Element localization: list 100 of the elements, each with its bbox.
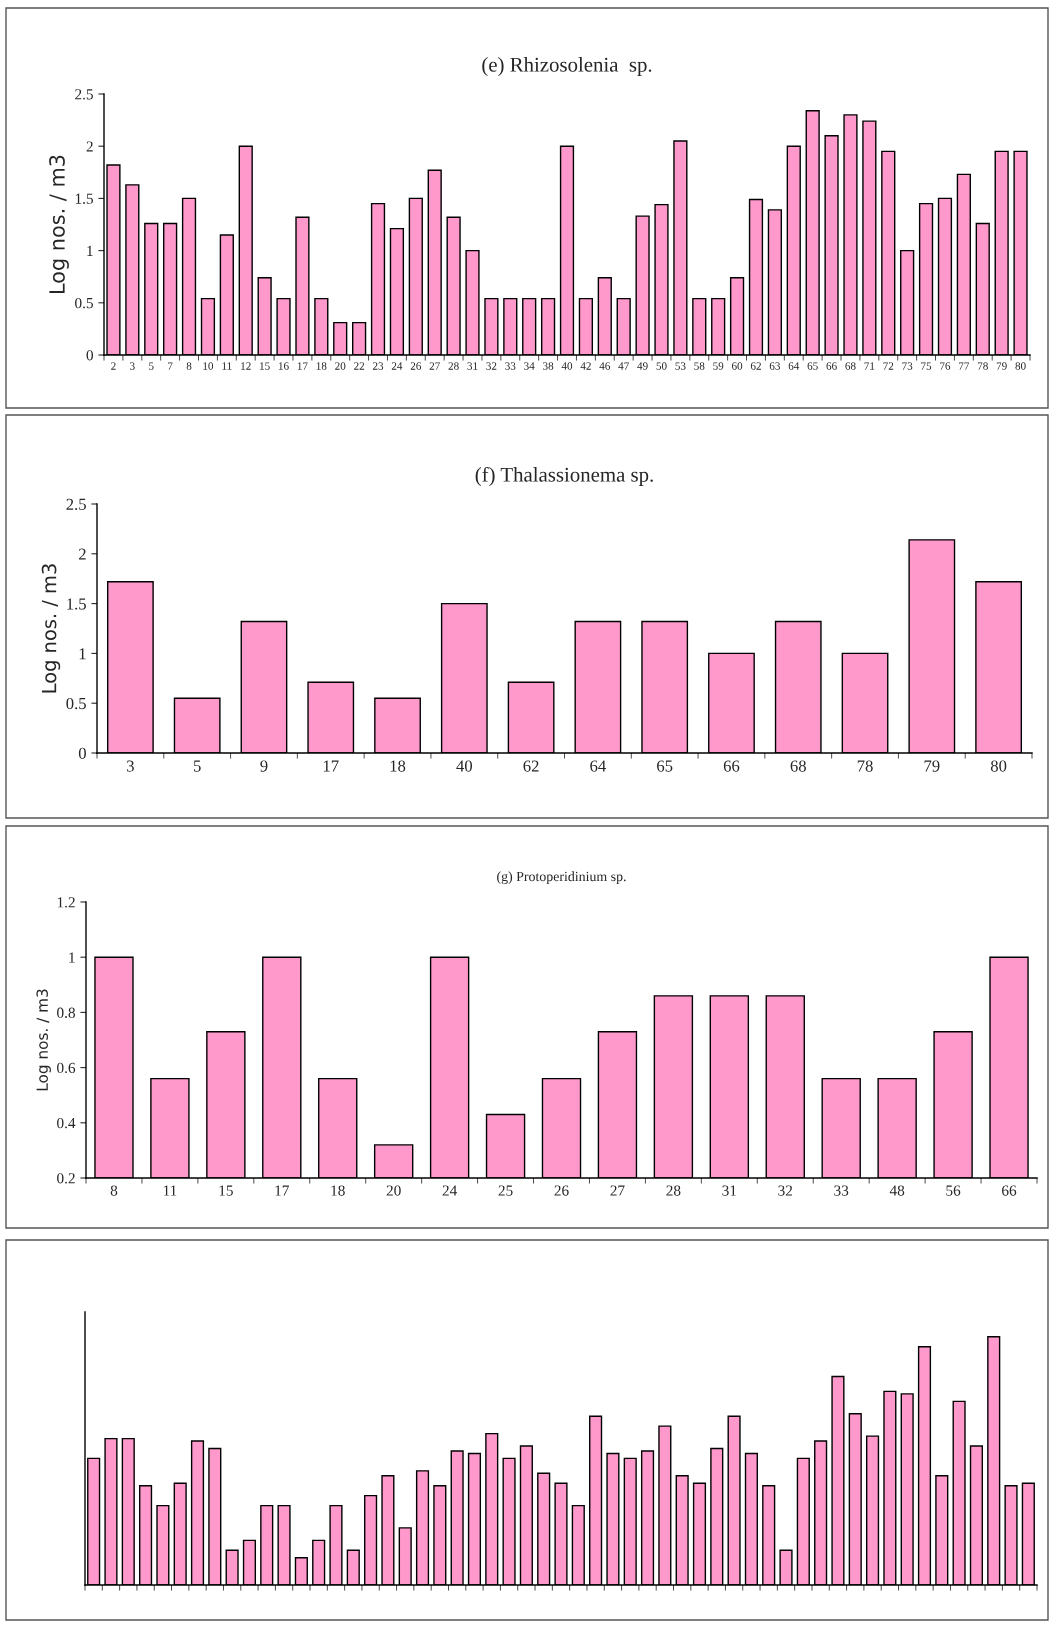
x-tick-label: 80	[990, 760, 1007, 772]
x-tick-label: 64	[788, 362, 800, 370]
y-tick-label: 0	[86, 350, 93, 361]
x-tick-label: 24	[391, 362, 403, 370]
x-tick-label: 15	[260, 362, 270, 370]
x-tick-label: 17	[275, 1185, 289, 1196]
x-tick-label: 66	[723, 760, 740, 772]
x-tick-label: 76	[940, 362, 951, 370]
x-tick-label: 71	[864, 362, 875, 370]
x-tick-label: 66	[826, 362, 837, 370]
x-tick-label: 38	[543, 362, 554, 370]
x-tick-label: 48	[889, 1185, 905, 1196]
y-tick-label: 0	[78, 747, 86, 759]
x-tick-label: 50	[656, 362, 667, 370]
x-tick-label: 33	[834, 1185, 849, 1196]
x-tick-label: 64	[590, 760, 606, 772]
x-tick-label: 65	[657, 760, 673, 772]
x-tick-label: 2	[111, 362, 116, 370]
x-tick-label: 77	[959, 362, 970, 370]
x-tick-label: 60	[732, 362, 743, 370]
y-tick-label: 2	[86, 141, 93, 152]
x-tick-label: 17	[297, 362, 308, 370]
x-tick-label: 53	[675, 362, 686, 370]
x-tick-label: 72	[883, 362, 894, 370]
x-tick-label: 18	[331, 1185, 345, 1196]
x-tick-label: 33	[505, 362, 516, 370]
x-tick-label: 22	[354, 362, 365, 370]
x-tick-label: 31	[467, 362, 478, 370]
x-tick-label: 20	[335, 362, 346, 370]
x-tick-label: 49	[637, 362, 648, 370]
x-tick-label: 8	[186, 362, 192, 370]
y-tick-label: 0.2	[57, 1173, 75, 1184]
x-tick-label: 68	[845, 362, 856, 370]
x-tick-label: 63	[769, 362, 780, 370]
x-tick-label: 62	[523, 760, 539, 772]
y-axis-title: Log nos. / m3	[49, 155, 69, 293]
x-tick-label: 3	[127, 760, 134, 772]
x-tick-label: 59	[713, 362, 724, 370]
x-tick-label: 12	[241, 362, 251, 370]
y-axis-title: Log nos. / m3	[36, 989, 51, 1091]
x-tick-label: 18	[316, 362, 327, 370]
x-tick-label: 68	[790, 760, 806, 772]
x-tick-label: 32	[486, 362, 497, 370]
x-tick-label: 46	[599, 362, 611, 370]
x-tick-label: 20	[386, 1185, 401, 1196]
x-tick-label: 80	[1015, 362, 1026, 370]
x-tick-label: 9	[260, 760, 268, 772]
x-tick-label: 42	[580, 362, 591, 370]
x-tick-label: 23	[372, 362, 384, 370]
x-tick-label: 5	[149, 362, 154, 370]
x-tick-label: 28	[448, 362, 459, 370]
y-tick-label: 2.5	[75, 89, 93, 100]
x-tick-label: 24	[442, 1185, 458, 1196]
x-tick-label: 10	[203, 362, 214, 370]
x-tick-label: 32	[778, 1185, 793, 1196]
x-tick-label: 78	[977, 362, 988, 370]
x-tick-label: 11	[222, 362, 232, 370]
x-tick-label: 73	[902, 362, 913, 370]
x-tick-label: 56	[946, 1185, 961, 1196]
y-tick-label: 0.8	[57, 1007, 75, 1018]
y-tick-label: 0.4	[57, 1117, 76, 1129]
x-tick-label: 65	[807, 362, 818, 370]
x-tick-label: 25	[498, 1185, 513, 1196]
x-tick-label: 3	[130, 362, 135, 370]
x-tick-label: 17	[323, 760, 339, 772]
x-tick-label: 16	[278, 362, 289, 370]
x-tick-label: 15	[219, 1185, 233, 1196]
x-tick-label: 79	[924, 760, 940, 772]
x-tick-label: 31	[722, 1185, 737, 1196]
x-tick-label: 79	[996, 362, 1007, 370]
y-axis-title: Log nos. / m3	[41, 564, 61, 693]
y-tick-label: 1.2	[57, 897, 75, 908]
x-tick-label: 8	[110, 1185, 118, 1196]
x-tick-label: 40	[456, 760, 473, 772]
x-tick-label: 11	[163, 1185, 177, 1196]
x-tick-label: 7	[168, 362, 173, 370]
x-tick-label: 26	[410, 362, 422, 370]
x-tick-label: 78	[857, 760, 873, 772]
y-tick-label: 2	[78, 548, 86, 560]
y-tick-label: 1	[87, 245, 93, 256]
chart-title: (e) Rhizosolenia sp.	[482, 57, 652, 76]
x-tick-label: 58	[694, 362, 705, 370]
x-tick-label: 26	[554, 1185, 569, 1196]
x-tick-label: 66	[1002, 1185, 1017, 1196]
x-tick-label: 47	[618, 362, 629, 370]
y-tick-label: 0.5	[75, 297, 93, 309]
y-tick-label: 1	[79, 648, 86, 660]
x-tick-label: 27	[429, 362, 440, 370]
x-tick-label: 28	[666, 1185, 681, 1196]
x-tick-label: 75	[921, 362, 932, 370]
x-tick-label: 5	[193, 760, 201, 772]
x-tick-label: 27	[610, 1185, 625, 1196]
x-tick-label: 40	[561, 362, 573, 370]
chart-title: (g) Protoperidinium sp.	[497, 871, 626, 884]
y-tick-label: 0.5	[66, 697, 86, 710]
chart-title: (f) Thalassionema sp.	[475, 466, 653, 486]
y-tick-label: 1.5	[75, 193, 93, 204]
x-tick-label: 18	[390, 760, 406, 772]
y-tick-label: 0.6	[57, 1062, 76, 1074]
y-tick-label: 1	[69, 952, 75, 963]
